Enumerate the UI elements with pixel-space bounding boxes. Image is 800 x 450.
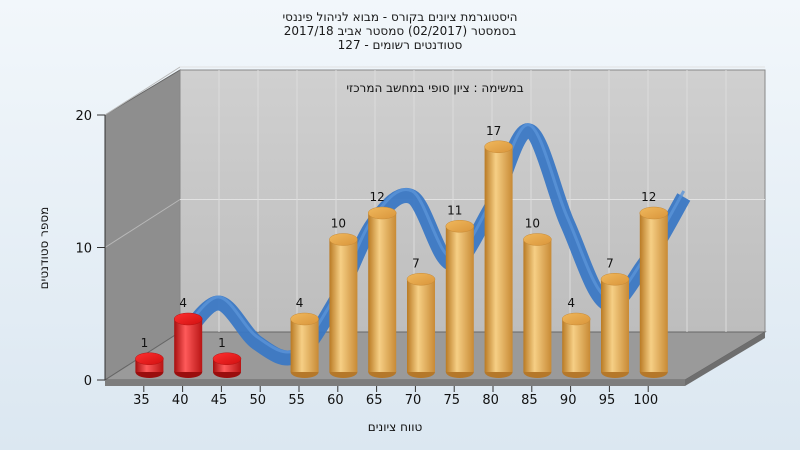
bar-value-label: 4: [179, 296, 187, 310]
chart-title-line-2: בסמסטר (02/2017) סמסטר אביב 2017/18: [284, 24, 516, 38]
bar-100: [639, 206, 669, 378]
bar-top: [212, 352, 242, 365]
bar-value-label: 4: [296, 296, 304, 310]
bar-95: [600, 273, 630, 378]
x-tick-label: 100: [633, 393, 658, 408]
bar-value-label: 1: [218, 336, 226, 350]
bar-85: [523, 233, 552, 378]
x-tick-label: 85: [521, 393, 538, 408]
bar-value-label: 1: [141, 336, 149, 350]
chart-title-line-1: היסטוגרמת ציונים בקורס - מבוא לניהול פינ…: [282, 10, 517, 24]
x-tick-label: 35: [133, 393, 150, 408]
bar-value-label: 7: [412, 256, 420, 270]
bar-80: [484, 140, 513, 378]
x-tick-label: 75: [444, 393, 461, 408]
bar-body: [601, 279, 629, 372]
bar-body: [174, 319, 203, 372]
bar-body: [329, 239, 358, 372]
bar-value-label: 12: [641, 190, 656, 204]
bar-top: [561, 312, 591, 326]
bar-70: [406, 273, 436, 378]
y-tick-label: 0: [84, 374, 92, 389]
x-axis-label: טווח ציונים: [368, 420, 423, 434]
x-tick-label: 80: [482, 393, 499, 408]
floor-right-edge: [685, 332, 765, 386]
bar-75: [445, 220, 475, 378]
bar-value-label: 12: [370, 190, 385, 204]
x-tick-label: 55: [288, 393, 305, 408]
bar-body: [445, 226, 474, 372]
bar-body: [368, 213, 397, 372]
bar-body: [523, 239, 552, 372]
bar-top: [290, 312, 319, 326]
x-tick-label: 95: [599, 393, 616, 408]
bar-35: [135, 352, 164, 378]
bar-value-label: 17: [486, 124, 501, 138]
y-axis-label: מספר סטודנטים: [37, 207, 51, 290]
chart-title-line-3: 127 - סטודנטים רשומים: [338, 38, 463, 52]
x-tick-label: 60: [327, 393, 344, 408]
bar-value-label: 4: [567, 296, 575, 310]
bar-body: [290, 319, 319, 372]
bar-body: [407, 279, 435, 372]
bar-top: [600, 273, 630, 286]
x-tick-label: 50: [250, 393, 267, 408]
bar-body: [484, 146, 513, 372]
bars-group: [135, 140, 669, 378]
bar-top: [445, 220, 475, 233]
gridline-left: [104, 199, 181, 248]
x-tick-label: 45: [211, 393, 228, 408]
floor-edge: [105, 380, 685, 386]
bar-top: [173, 312, 203, 326]
axis-ticks: 0 10 20 35 40 45 50 55 60 65 70 75 80 85 90 95 100: [75, 109, 658, 408]
bar-55: [290, 312, 319, 378]
bar-top: [523, 233, 552, 246]
bar-40: [173, 312, 203, 378]
bar-body: [639, 213, 668, 372]
bar-top: [367, 206, 397, 220]
bar-top: [639, 206, 669, 220]
bar-value-label: 10: [525, 217, 540, 231]
x-tick-label: 65: [366, 393, 383, 408]
bar-top: [135, 352, 164, 365]
chart-subtitle: במשימה : ציון סופי במחשב המרכזי: [346, 81, 523, 95]
bar-value-label: 7: [606, 256, 614, 270]
bar-65: [367, 206, 397, 378]
y-tick-label: 10: [75, 242, 92, 257]
y-tick-label: 20: [75, 109, 92, 124]
gridline-left: [104, 66, 181, 116]
bar-value-label: 11: [447, 203, 462, 217]
bar-top: [406, 273, 436, 286]
x-tick-label: 70: [405, 393, 422, 408]
bar-60: [329, 233, 358, 378]
bar-body: [562, 319, 591, 372]
left-wall: [104, 69, 181, 381]
x-tick-label: 90: [560, 393, 577, 408]
bar-45: [212, 352, 242, 378]
bar-top: [484, 140, 513, 153]
bar-90: [561, 312, 591, 378]
x-tick-label: 40: [172, 393, 189, 408]
data-labels: 1 4 1 4 10 12 7 11 17 10 4 7 12: [141, 124, 657, 350]
bar-value-label: 10: [331, 217, 346, 231]
bar-top: [329, 233, 358, 246]
